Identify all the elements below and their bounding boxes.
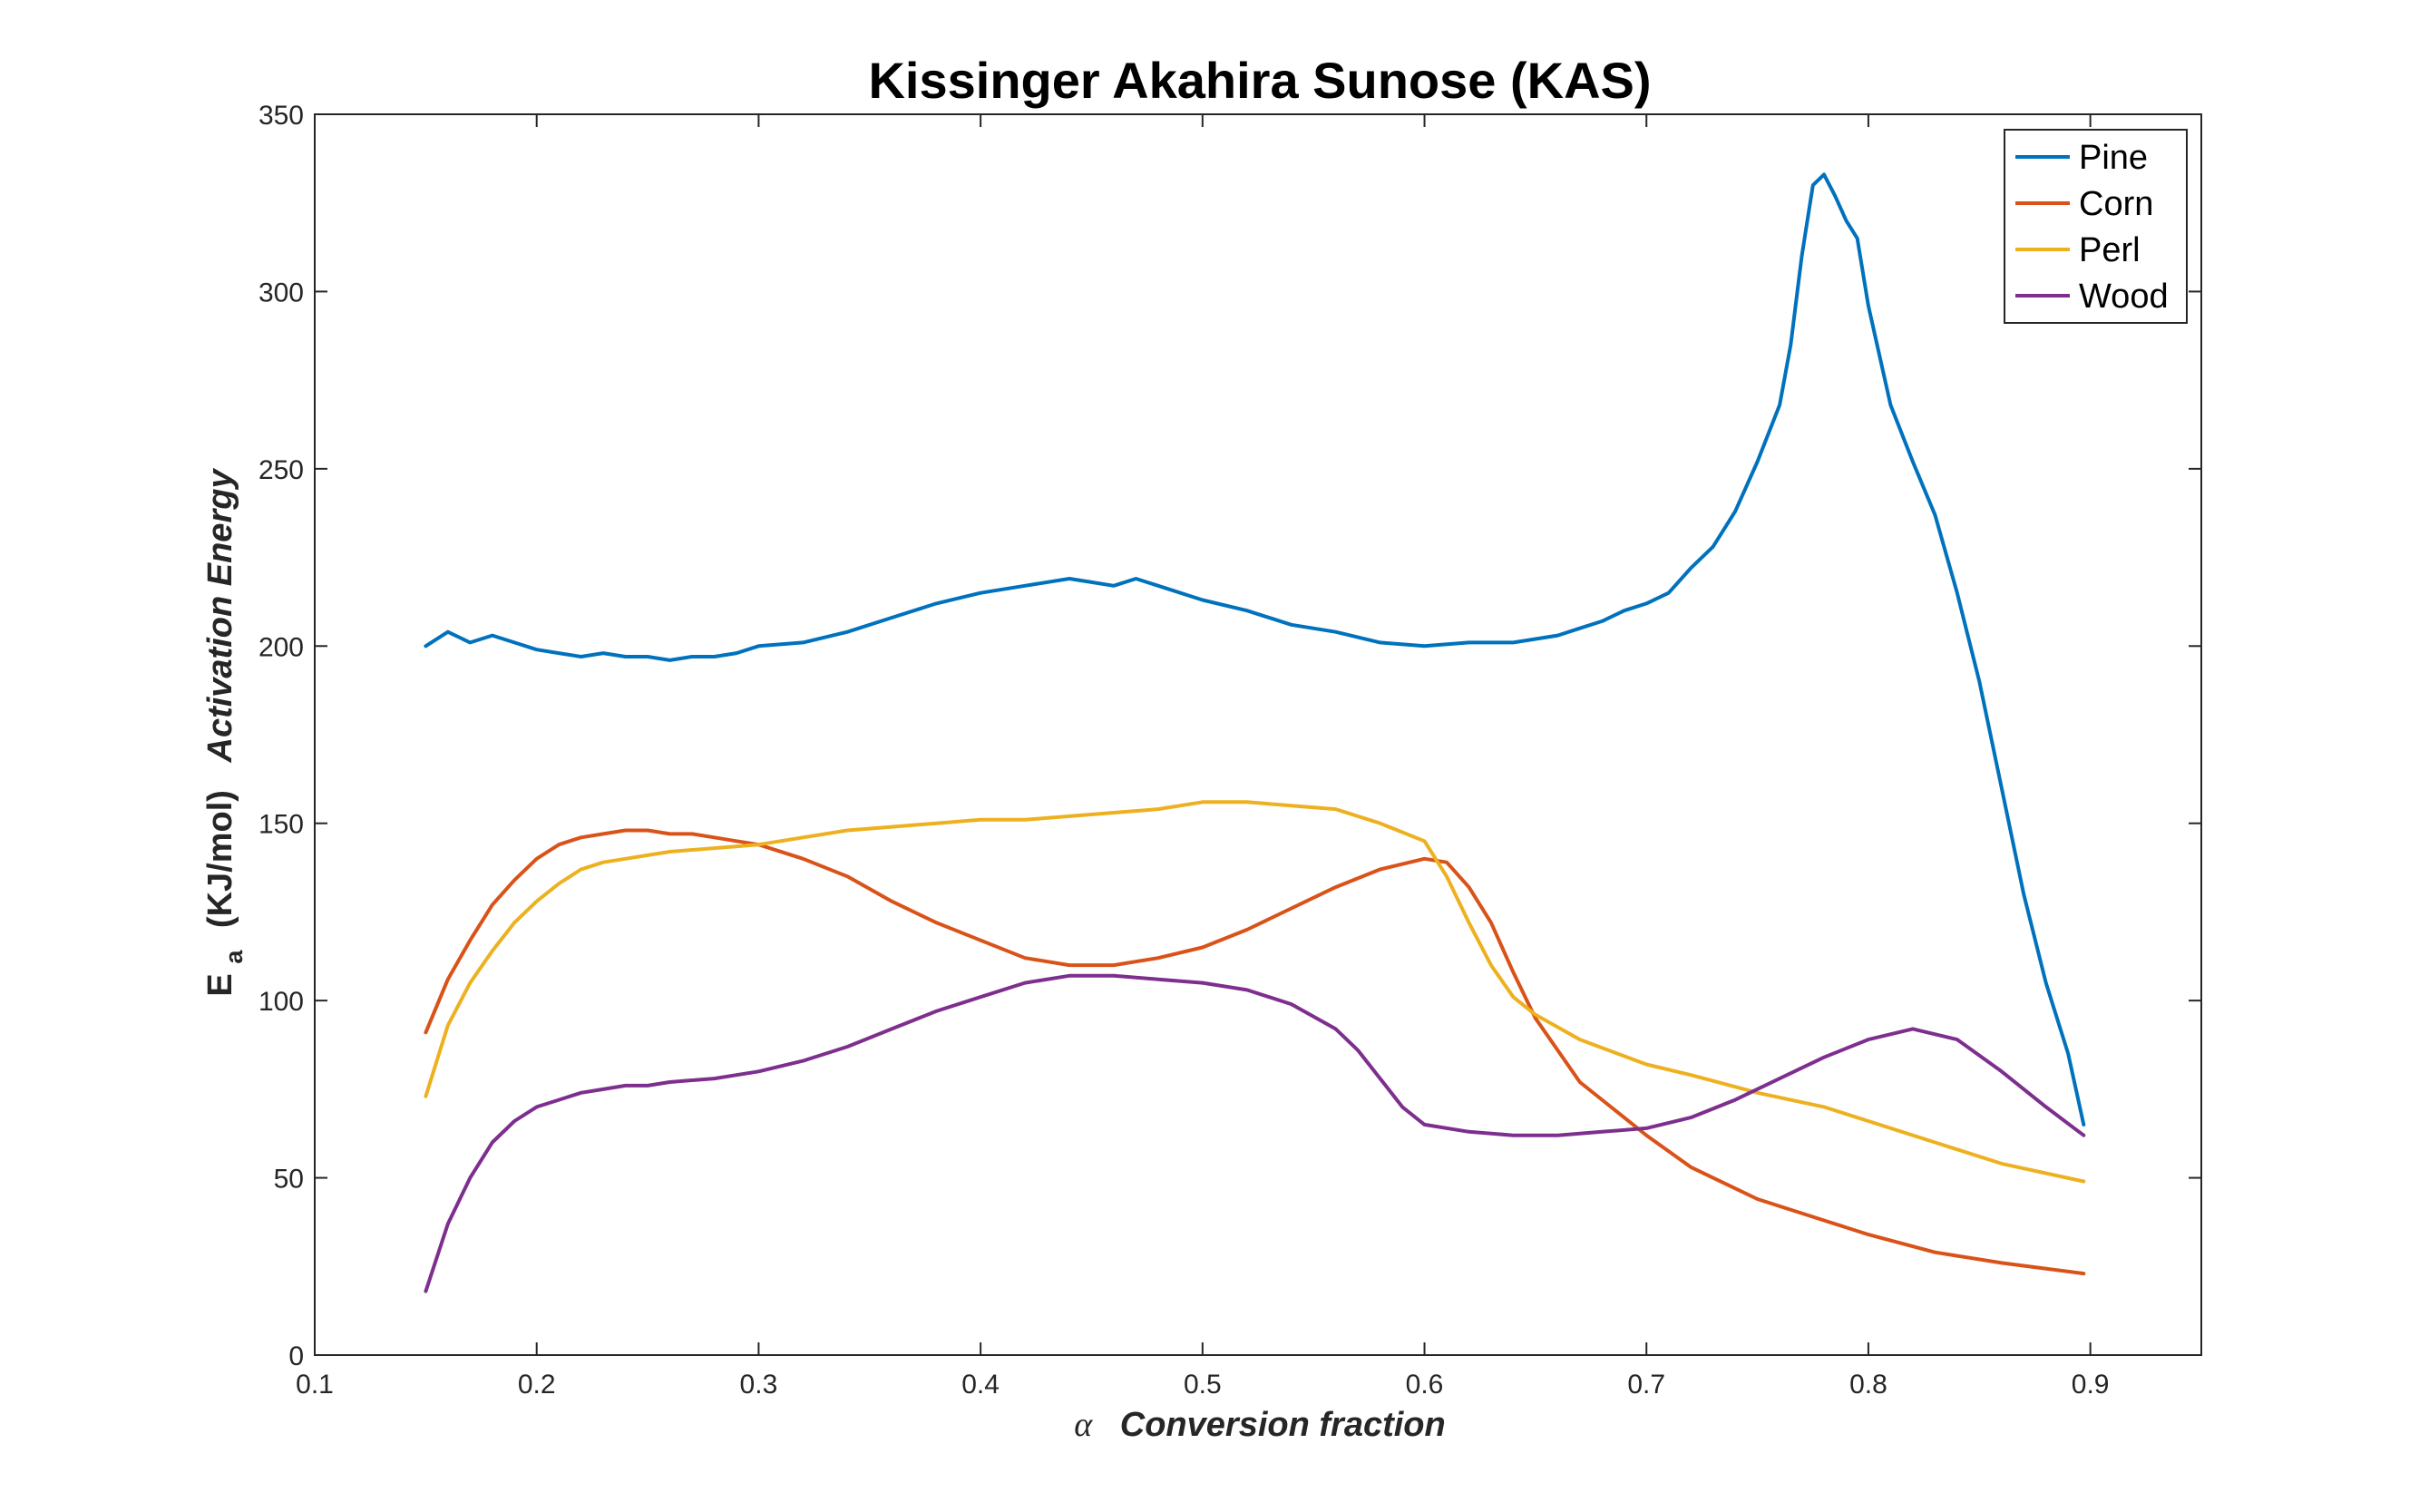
x-axis-ticks: 0.1 0.2 0.3 0.4 0.5 0.6 0.7 0.8 0.9	[296, 114, 2110, 1400]
legend-label-corn: Corn	[2079, 185, 2153, 223]
y-tick-label: 350	[258, 101, 304, 131]
x-tick-label: 0.6	[1406, 1370, 1444, 1400]
x-axis-label: α Conversion fraction	[1074, 1406, 1445, 1444]
y-tick-label: 150	[258, 810, 304, 840]
x-tick-label: 0.5	[1184, 1370, 1222, 1400]
series-line-corn	[424, 828, 2086, 1276]
x-axis-label-symbol: α	[1074, 1406, 1093, 1444]
plot-area-frame	[314, 113, 2202, 1356]
y-tick-label: 200	[258, 632, 304, 662]
series-line-perl	[424, 800, 2086, 1184]
y-axis-label-units: (KJ/mol)	[201, 790, 239, 928]
y-tick-label: 300	[258, 278, 304, 307]
y-axis-label-text: Activation Energy	[201, 468, 239, 764]
legend-label-pine: Pine	[2079, 139, 2148, 177]
x-tick-label: 0.3	[740, 1370, 778, 1400]
legend-box	[2004, 129, 2188, 324]
x-tick-label: 0.4	[961, 1370, 1000, 1400]
y-axis-label: E a (KJ/mol) Activation Energy	[201, 468, 250, 997]
x-tick-label: 0.1	[296, 1370, 334, 1400]
y-tick-label: 250	[258, 455, 304, 485]
x-tick-label: 0.9	[2072, 1370, 2110, 1400]
y-axis-label-symbol: E	[201, 973, 239, 996]
y-tick-label: 50	[274, 1165, 304, 1195]
x-axis-label-text: Conversion fraction	[1120, 1406, 1446, 1444]
legend-label-perl: Perl	[2079, 231, 2141, 269]
y-axis-ticks: 0 50 100 150 200 250 300 350	[258, 101, 2201, 1371]
x-tick-label: 0.8	[1849, 1370, 1887, 1400]
x-tick-label: 0.2	[518, 1370, 556, 1400]
legend: Pine Corn Perl Wood	[2004, 129, 2188, 324]
series-lines	[424, 172, 2086, 1293]
x-tick-label: 0.7	[1627, 1370, 1665, 1400]
y-axis-label-subscript: a	[220, 950, 248, 964]
chart-title: Kissinger Akahira Sunose (KAS)	[868, 52, 1651, 109]
series-line-wood	[424, 973, 2086, 1293]
legend-label-wood: Wood	[2079, 278, 2169, 316]
series-line-pine	[424, 172, 2086, 1127]
y-tick-label: 100	[258, 987, 304, 1017]
y-tick-label: 0	[288, 1341, 304, 1371]
